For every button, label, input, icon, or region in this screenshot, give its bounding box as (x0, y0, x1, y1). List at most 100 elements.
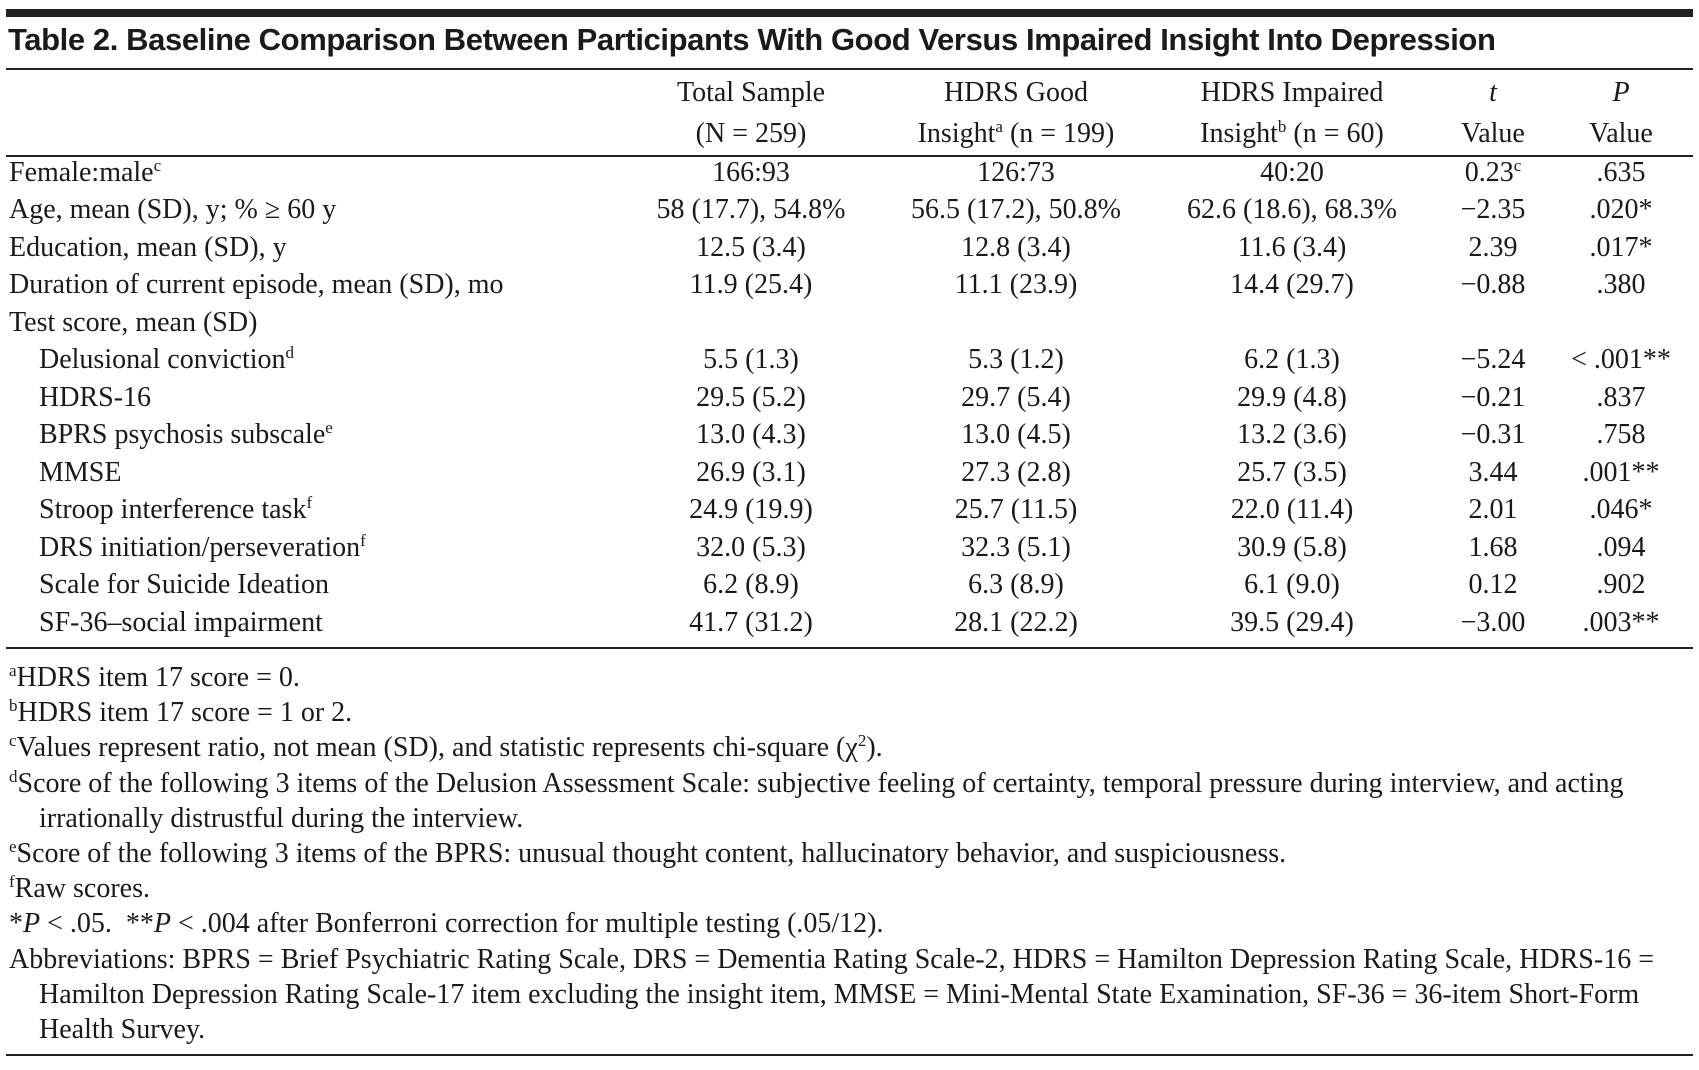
cell: 2.01 (1434, 492, 1552, 530)
cell: −0.88 (1434, 267, 1552, 305)
text: HDRS-16 (39, 381, 152, 413)
text: 32.3 (5.1) (961, 531, 1071, 563)
superscript: a (995, 116, 1003, 136)
text: Stroop interference task (39, 494, 307, 526)
cell: .046* (1552, 492, 1690, 530)
text: Education, mean (SD), y (9, 231, 287, 263)
table-title: Table 2. Baseline Comparison Between Par… (8, 22, 1496, 57)
cell: .003** (1552, 604, 1690, 642)
cell: 29.5 (5.2) (620, 379, 882, 417)
row-label: Duration of current episode, mean (SD), … (9, 267, 620, 305)
header-cell: P (1552, 72, 1690, 113)
text: .635 (1596, 156, 1646, 188)
cell: 27.3 (2.8) (882, 454, 1150, 492)
text: Raw scores. (14, 873, 150, 905)
superscript: c (1513, 155, 1522, 175)
cell: 1.68 (1434, 529, 1552, 567)
text: 62.6 (18.6), 68.3% (1187, 194, 1397, 226)
superscript: e (325, 418, 333, 438)
cell: 62.6 (18.6), 68.3% (1150, 192, 1434, 230)
text: 11.6 (3.4) (1237, 231, 1347, 263)
cell: 6.1 (9.0) (1150, 567, 1434, 605)
footnote: *P < .05. **P < .004 after Bonferroni co… (9, 906, 1694, 941)
text: HDRS Impaired (1200, 76, 1384, 108)
text: 11.9 (25.4) (689, 269, 813, 301)
text: Insight (1200, 117, 1278, 149)
superscript: f (306, 493, 313, 513)
header-cell: t (1434, 72, 1552, 113)
text: 13.0 (4.5) (961, 419, 1071, 451)
header-cell (9, 72, 620, 113)
text: .094 (1596, 531, 1646, 563)
header-cell: HDRS Impaired (1150, 72, 1434, 113)
table-head: Total Sample HDRS Good HDRS Impaired t P (N =… (9, 72, 1690, 154)
cell: .380 (1552, 267, 1690, 305)
cell: 11.9 (25.4) (620, 267, 882, 305)
text: .902 (1596, 569, 1646, 601)
superscript: e (9, 837, 17, 857)
text: Score of the following 3 items of the De… (17, 767, 1631, 834)
text: −3.00 (1460, 606, 1526, 638)
text: 0.12 (1468, 569, 1518, 601)
text: 1.68 (1468, 531, 1518, 563)
header-cell: Insighta (n = 199) (882, 113, 1150, 154)
text: .020* (1589, 194, 1653, 226)
cell: 39.5 (29.4) (1150, 604, 1434, 642)
text: Values represent ratio, not mean (SD), a… (16, 732, 858, 764)
text: −5.24 (1460, 344, 1526, 376)
cell: 12.8 (3.4) (882, 229, 1150, 267)
text: DRS initiation/perseveration (39, 531, 361, 563)
text: .758 (1596, 419, 1646, 451)
cell: .758 (1552, 417, 1690, 455)
superscript: a (9, 661, 17, 680)
text: 39.5 (29.4) (1230, 606, 1354, 638)
row-label: Scale for Suicide Ideation (9, 567, 620, 605)
header-rule (6, 155, 1693, 157)
text: < .001** (1571, 344, 1671, 376)
text: Age, mean (SD), y; % ≥ 60 y (9, 194, 337, 226)
italic-text: P (1612, 76, 1630, 108)
text: −0.88 (1460, 269, 1526, 301)
header-cell: Value (1552, 113, 1690, 154)
text: .837 (1596, 381, 1646, 413)
cell: 14.4 (29.7) (1150, 267, 1434, 305)
text: .017* (1589, 231, 1653, 263)
cell: .020* (1552, 192, 1690, 230)
text: 6.3 (8.9) (968, 569, 1064, 601)
text: .380 (1596, 269, 1646, 301)
text: 29.9 (4.8) (1237, 381, 1347, 413)
row-label: MMSE (9, 454, 620, 492)
text: 22.0 (11.4) (1230, 494, 1354, 526)
row-label: Education, mean (SD), y (9, 229, 620, 267)
text: 12.8 (3.4) (961, 231, 1071, 263)
cell: 5.5 (1.3) (620, 342, 882, 380)
text: 13.0 (4.3) (696, 419, 806, 451)
table-row: HDRS-16 29.5 (5.2) 29.7 (5.4) 29.9 (4.8) −0.… (9, 379, 1690, 417)
table-row: Duration of current episode, mean (SD), … (9, 267, 1690, 305)
text: 25.7 (11.5) (954, 494, 1078, 526)
italic-text: P (153, 908, 172, 940)
text: Value (1461, 117, 1525, 149)
cell: 13.0 (4.5) (882, 417, 1150, 455)
table-row: Stroop interference taskf 24.9 (19.9) 25.7… (9, 492, 1690, 530)
footnotes: aHDRS item 17 score = 0. bHDRS item 17 sc… (9, 660, 1694, 1047)
title-rule (6, 68, 1693, 70)
table-row: Education, mean (SD), y 12.5 (3.4) 12.8 (3… (9, 229, 1690, 267)
group-row: Test score, mean (SD) (9, 304, 1690, 342)
text: 26.9 (3.1) (696, 456, 806, 488)
text: Total Sample (676, 76, 826, 108)
row-label: Age, mean (SD), y; % ≥ 60 y (9, 192, 620, 230)
text: Duration of current episode, mean (SD), … (9, 269, 504, 301)
table-row: Scale for Suicide Ideation 6.2 (8.9) 6.3 (… (9, 567, 1690, 605)
cell: .017* (1552, 229, 1690, 267)
text: 11.1 (23.9) (954, 269, 1078, 301)
cell: 12.5 (3.4) (620, 229, 882, 267)
superscript: c (153, 155, 162, 175)
text: HDRS Good (944, 76, 1088, 108)
cell: .902 (1552, 567, 1690, 605)
text: 3.44 (1468, 456, 1518, 488)
row-label: Delusional convictiond (9, 342, 620, 380)
text: MMSE (39, 456, 122, 488)
text: 2.01 (1468, 494, 1518, 526)
